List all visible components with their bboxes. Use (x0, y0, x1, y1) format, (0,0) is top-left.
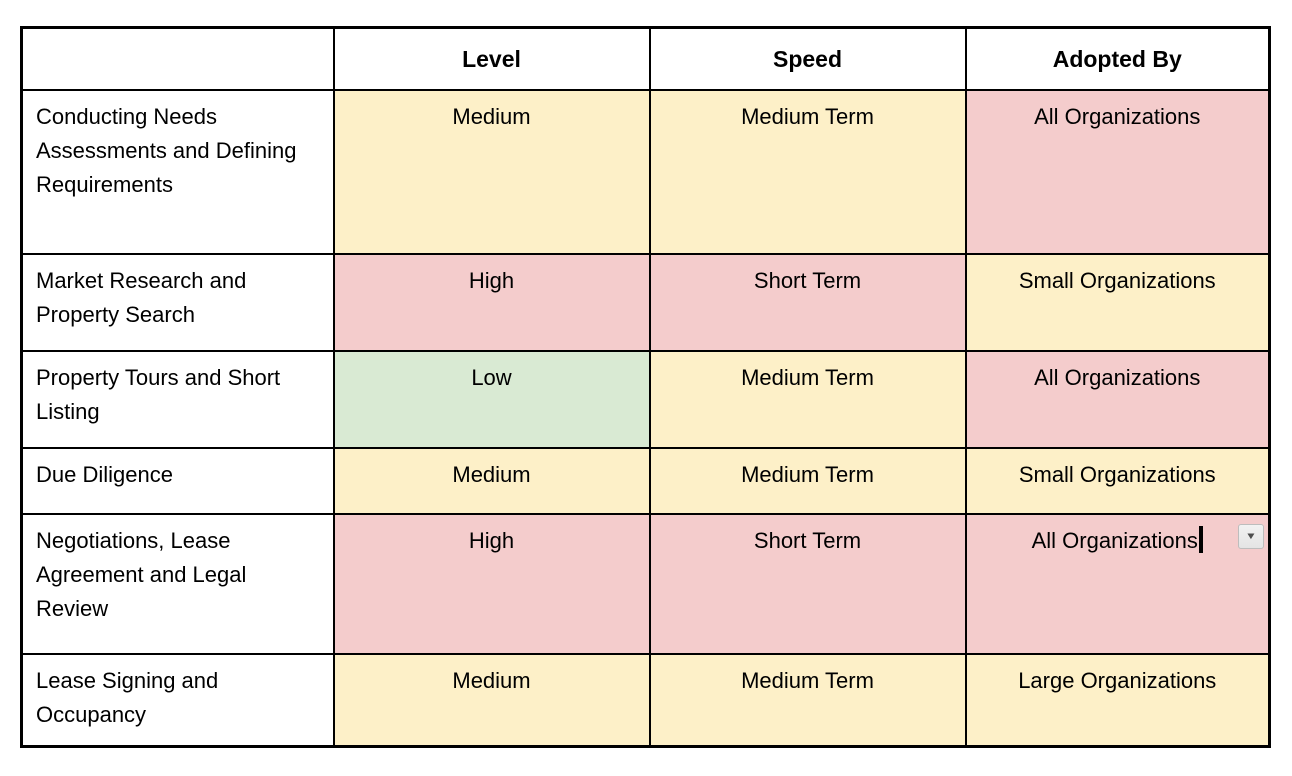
table-row-due-diligence: Due Diligence Medium Medium Term Small O… (20, 446, 1271, 515)
row-label[interactable]: Market Research and Property Search (20, 252, 335, 352)
cell-speed[interactable]: Medium Term (648, 446, 967, 515)
cell-text: Medium (452, 667, 531, 693)
cell-text: Small Organizations (1018, 267, 1216, 293)
cell-adopted-by[interactable]: Large Organizations (964, 652, 1271, 748)
cell-text: All Organizations (1034, 103, 1201, 129)
cell-text: Short Term (753, 527, 862, 553)
row-label[interactable]: Due Diligence (20, 446, 335, 515)
cell-level[interactable]: Medium (332, 88, 651, 255)
cell-text: High (468, 527, 515, 553)
cell-speed[interactable]: Short Term (648, 252, 967, 352)
text-cursor (1198, 525, 1203, 553)
cell-level[interactable]: Medium (332, 446, 651, 515)
dropdown-arrow-icon: ▼ (1245, 530, 1257, 542)
cell-level[interactable]: High (332, 252, 651, 352)
cell-level[interactable]: Low (332, 349, 651, 449)
cell-text: Medium Term (741, 461, 874, 487)
row-label[interactable]: Conducting Needs Assessments and Definin… (20, 88, 335, 255)
dropdown-button[interactable]: ▼ (1238, 523, 1264, 549)
cell-adopted-by-editing[interactable]: All Organizations ▼ (964, 512, 1271, 655)
cell-level[interactable]: High (332, 512, 651, 655)
row-label[interactable]: Lease Signing and Occupancy (20, 652, 335, 748)
column-header-level[interactable]: Level (332, 26, 651, 91)
cell-text: High (468, 267, 515, 293)
table-row-negotiations: Negotiations, Lease Agreement and Legal … (20, 512, 1271, 655)
cell-text: Large Organizations (1018, 667, 1217, 693)
table-row-market-research: Market Research and Property Search High… (20, 252, 1271, 352)
cell-text: All Organizations (1034, 364, 1201, 390)
cell-adopted-by[interactable]: All Organizations (964, 88, 1271, 255)
cell-adopted-by[interactable]: All Organizations (964, 349, 1271, 449)
cell-speed[interactable]: Medium Term (648, 652, 967, 748)
table-row-needs-assessments: Conducting Needs Assessments and Definin… (20, 88, 1271, 255)
cell-adopted-by[interactable]: Small Organizations (964, 252, 1271, 352)
cell-text: Medium Term (741, 667, 874, 693)
cell-text: Medium Term (741, 364, 874, 390)
header-row: Level Speed Adopted By (20, 26, 1271, 91)
cell-speed[interactable]: Short Term (648, 512, 967, 655)
cell-text: Medium (452, 103, 531, 129)
cell-text: Short Term (753, 267, 862, 293)
table-row-lease-signing: Lease Signing and Occupancy Medium Mediu… (20, 652, 1271, 748)
cell-adopted-by[interactable]: Small Organizations (964, 446, 1271, 515)
comparison-table: Level Speed Adopted By Conducting Needs … (20, 26, 1271, 748)
cell-text: Medium Term (741, 103, 874, 129)
cell-text: All Organizations (1031, 527, 1198, 553)
cell-level[interactable]: Medium (332, 652, 651, 748)
cell-speed[interactable]: Medium Term (648, 349, 967, 449)
corner-header-cell[interactable] (20, 26, 335, 91)
column-header-speed[interactable]: Speed (648, 26, 967, 91)
row-label[interactable]: Negotiations, Lease Agreement and Legal … (20, 512, 335, 655)
cell-text: Low (471, 364, 512, 390)
table-row-property-tours: Property Tours and Short Listing Low Med… (20, 349, 1271, 449)
cell-text: Medium (452, 461, 531, 487)
column-header-adopted-by[interactable]: Adopted By (964, 26, 1271, 91)
row-label[interactable]: Property Tours and Short Listing (20, 349, 335, 449)
cell-text: Small Organizations (1018, 461, 1216, 487)
cell-speed[interactable]: Medium Term (648, 88, 967, 255)
